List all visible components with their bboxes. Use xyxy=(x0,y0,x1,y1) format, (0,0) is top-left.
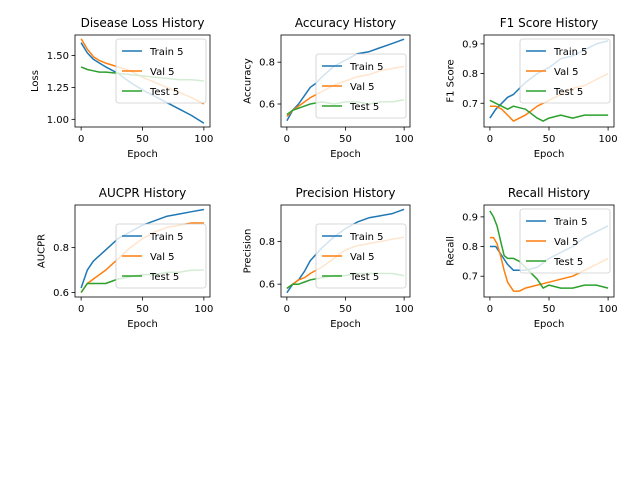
legend-entry-2: Val 5 xyxy=(350,252,375,263)
x-tick-label: 0 xyxy=(78,134,84,145)
legend: Train 5 Val 5 Test 5 xyxy=(115,38,207,104)
x-axis-label: Epoch xyxy=(534,319,565,330)
x-tick-label: 100 xyxy=(599,304,618,315)
legend-entry-3: Test 5 xyxy=(149,87,179,98)
y-tick-label: 0.8 xyxy=(259,58,275,69)
legend-frame xyxy=(315,53,407,119)
legend-entry-2: Val 5 xyxy=(350,82,375,93)
y-tick-label: 1.50 xyxy=(47,51,69,62)
y-tick-label: 0.8 xyxy=(259,237,275,248)
legend-entry-2: Val 5 xyxy=(150,252,175,263)
subplot-title: Accuracy History xyxy=(295,16,396,30)
legend: Train 5 Val 5 Test 5 xyxy=(315,53,407,119)
subplot-6: 0 50 100 0.7 0.8 0.9 Recall History Epoch Recall… xyxy=(445,186,617,330)
x-tick-label: 0 xyxy=(284,304,290,315)
legend-entry-2: Val 5 xyxy=(554,67,579,78)
x-tick-label: 0 xyxy=(487,304,493,315)
subplot-title: Precision History xyxy=(295,186,395,200)
subplot-title: Disease Loss History xyxy=(81,16,205,30)
legend-frame xyxy=(519,38,611,104)
legend-frame xyxy=(115,223,207,289)
x-tick-label: 100 xyxy=(194,134,213,145)
x-tick-label: 50 xyxy=(136,304,149,315)
legend-entry-3: Test 5 xyxy=(349,272,379,283)
x-axis-label: Epoch xyxy=(534,149,565,160)
legend-entry-3: Test 5 xyxy=(553,87,583,98)
subplot-2: 0 50 100 0.6 0.8 Accuracy History Epoch Accurac… xyxy=(242,16,413,160)
x-tick-label: 100 xyxy=(194,304,213,315)
legend: Train 5 Val 5 Test 5 xyxy=(315,223,407,289)
x-axis-label: Epoch xyxy=(127,149,158,160)
x-tick-label: 50 xyxy=(339,304,352,315)
legend-entry-3: Test 5 xyxy=(553,257,583,268)
legend-frame xyxy=(519,208,611,274)
legend-entry-2: Val 5 xyxy=(150,67,175,78)
y-axis-label: Precision xyxy=(242,229,253,274)
y-tick-label: 0.6 xyxy=(53,288,69,299)
x-tick-label: 50 xyxy=(543,304,556,315)
x-tick-label: 100 xyxy=(395,304,414,315)
x-tick-label: 0 xyxy=(284,134,290,145)
x-tick-label: 50 xyxy=(543,134,556,145)
y-axis-label: Loss xyxy=(30,70,41,92)
legend: Train 5 Val 5 Test 5 xyxy=(519,38,611,104)
y-tick-label: 0.6 xyxy=(259,280,275,291)
y-axis-label: AUCPR xyxy=(36,234,47,268)
legend-entry-1: Train 5 xyxy=(149,47,184,58)
subplot-title: Recall History xyxy=(508,186,590,200)
legend-entry-1: Train 5 xyxy=(553,217,588,228)
y-tick-label: 1.00 xyxy=(47,115,69,126)
legend-entry-1: Train 5 xyxy=(349,62,384,73)
subplot-3: 0 50 100 0.7 0.8 0.9 F1 Score History Epoch F1 S… xyxy=(445,16,617,160)
x-tick-label: 50 xyxy=(339,134,352,145)
subplot-title: F1 Score History xyxy=(500,16,598,30)
legend-entry-1: Train 5 xyxy=(553,47,588,58)
x-tick-label: 100 xyxy=(599,134,618,145)
legend-entry-1: Train 5 xyxy=(349,232,384,243)
y-axis-label: Recall xyxy=(445,236,456,266)
y-axis-label: Accuracy xyxy=(242,58,253,104)
y-tick-label: 0.8 xyxy=(462,69,478,80)
x-tick-label: 100 xyxy=(395,134,414,145)
legend-entry-2: Val 5 xyxy=(554,237,579,248)
legend-entry-3: Test 5 xyxy=(149,272,179,283)
y-tick-label: 0.9 xyxy=(462,39,478,50)
x-axis-label: Epoch xyxy=(330,149,361,160)
y-axis-label: F1 Score xyxy=(445,59,456,102)
y-tick-label: 1.25 xyxy=(47,83,69,94)
series-line-3 xyxy=(489,99,609,122)
y-tick-label: 0.7 xyxy=(462,99,478,110)
legend-entry-1: Train 5 xyxy=(149,232,184,243)
x-tick-label: 0 xyxy=(78,304,84,315)
subplot-4: 0 50 100 0.6 0.8 AUCPR History Epoch AUCPR Train… xyxy=(36,186,213,330)
y-tick-label: 0.9 xyxy=(462,212,478,223)
x-tick-label: 50 xyxy=(136,134,149,145)
y-tick-label: 0.8 xyxy=(462,242,478,253)
legend-frame xyxy=(115,38,207,104)
y-tick-label: 0.7 xyxy=(462,272,478,283)
legend: Train 5 Val 5 Test 5 xyxy=(519,208,611,274)
legend-entry-3: Test 5 xyxy=(349,102,379,113)
x-axis-label: Epoch xyxy=(330,319,361,330)
y-tick-label: 0.6 xyxy=(259,100,275,111)
legend: Train 5 Val 5 Test 5 xyxy=(115,223,207,289)
legend-frame xyxy=(315,223,407,289)
x-tick-label: 0 xyxy=(487,134,493,145)
y-tick-label: 0.8 xyxy=(53,243,69,254)
subplot-5: 0 50 100 0.6 0.8 Precision History Epoch Precis… xyxy=(242,186,413,330)
subplot-title: AUCPR History xyxy=(99,186,186,200)
subplot-1: 0 50 100 1.00 1.25 1.50 Disease Loss History Ep… xyxy=(30,16,213,160)
x-axis-label: Epoch xyxy=(127,319,158,330)
